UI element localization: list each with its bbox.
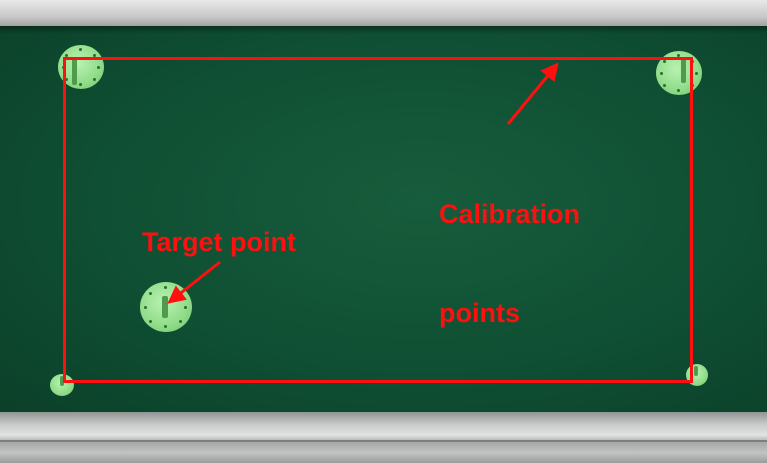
calibration-rectangle [63,57,693,383]
calibration-marker-bottom-left [50,374,74,396]
frame-top-rail [0,0,767,28]
frame-bottom-rail [0,412,767,463]
green-board [0,26,767,418]
frame-bottom-groove [0,440,767,442]
calibration-label: Calibration points [439,132,580,363]
target-marker [140,282,192,332]
board-top-shadow [0,26,767,34]
target-label: Target point [142,227,296,257]
calibration-label-line1: Calibration [439,199,581,229]
target-arrow [167,260,221,304]
calibration-label-line2: points [439,298,520,328]
calibration-arrow [506,62,559,125]
